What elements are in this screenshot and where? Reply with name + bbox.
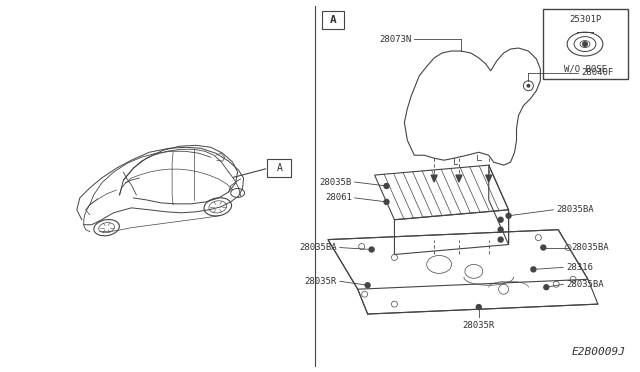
Text: 25301P: 25301P: [569, 15, 601, 24]
Circle shape: [544, 285, 548, 290]
Polygon shape: [486, 175, 492, 182]
Circle shape: [582, 41, 588, 47]
Circle shape: [531, 267, 536, 272]
Text: 28035BA: 28035BA: [571, 243, 609, 252]
Circle shape: [498, 237, 503, 242]
Bar: [322, 11, 344, 29]
Text: 28035BA: 28035BA: [566, 280, 604, 289]
Text: A: A: [276, 163, 282, 173]
Circle shape: [384, 183, 389, 189]
Circle shape: [365, 283, 370, 288]
Text: 28061: 28061: [325, 193, 352, 202]
Text: 28073N: 28073N: [379, 35, 412, 44]
Text: 28035R: 28035R: [463, 321, 495, 330]
Text: 28035B: 28035B: [319, 177, 352, 186]
Text: 28035R: 28035R: [305, 277, 337, 286]
Circle shape: [527, 84, 531, 88]
Circle shape: [506, 213, 511, 218]
Text: 28316: 28316: [566, 263, 593, 272]
Text: 28035BA: 28035BA: [556, 205, 594, 214]
Text: 28040F: 28040F: [581, 68, 613, 77]
Circle shape: [498, 227, 503, 232]
Text: E2B0009J: E2B0009J: [572, 347, 626, 357]
Circle shape: [541, 245, 546, 250]
Text: A: A: [330, 15, 336, 25]
Polygon shape: [431, 175, 437, 182]
Polygon shape: [456, 175, 462, 182]
Circle shape: [369, 247, 374, 252]
Circle shape: [476, 305, 481, 310]
Text: 28035BA: 28035BA: [300, 243, 337, 252]
Circle shape: [384, 199, 389, 204]
Circle shape: [498, 217, 503, 222]
Bar: [543, 9, 628, 79]
Text: W/O BOSE: W/O BOSE: [563, 64, 607, 73]
